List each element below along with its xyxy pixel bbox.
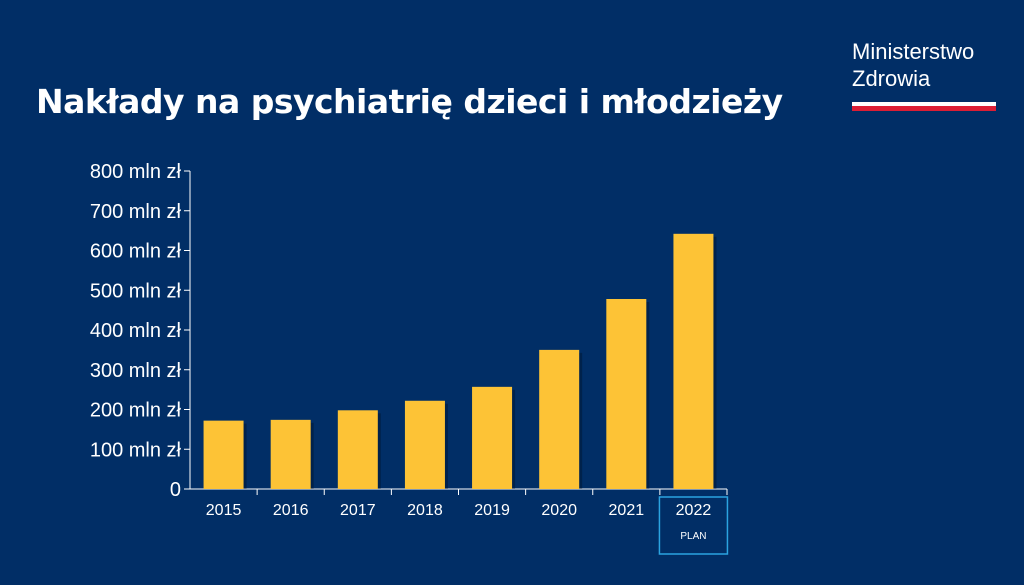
logo-line-2: Zdrowia [852, 66, 931, 91]
y-tick-label: 0 [170, 479, 181, 501]
bar [203, 420, 244, 489]
y-tick-label: 400 mln zł [90, 320, 182, 342]
ministry-logo: Ministerstwo Zdrowia [852, 38, 998, 111]
y-tick-label: 800 mln zł [90, 161, 182, 183]
x-tick-label: 2022 [676, 502, 712, 519]
bar [404, 400, 445, 489]
y-tick-label: 600 mln zł [90, 241, 182, 263]
plan-highlight-box [658, 496, 729, 555]
bar [472, 386, 513, 489]
x-tick-label: 2019 [474, 502, 510, 519]
x-tick-label: 2020 [541, 502, 577, 519]
x-tick-label: 2015 [206, 502, 242, 519]
chart-title: Nakłady na psychiatrię dzieci i młodzież… [36, 82, 783, 121]
bar [270, 419, 311, 489]
y-tick-label: 500 mln zł [90, 280, 182, 302]
bar [337, 410, 378, 489]
y-tick-label: 700 mln zł [90, 201, 182, 223]
x-tick-label: 2016 [273, 502, 309, 519]
bar [606, 298, 647, 489]
bar [673, 233, 714, 489]
y-tick-label: 300 mln zł [90, 360, 182, 382]
x-tick-label: 2017 [340, 502, 376, 519]
logo-line-1: Ministerstwo [852, 39, 975, 64]
bar [539, 349, 580, 489]
polish-flag-stripe [852, 102, 996, 111]
x-tick-label: 2018 [407, 502, 443, 519]
x-tick-label: 2021 [609, 502, 645, 519]
plan-label: PLAN [680, 531, 706, 542]
y-tick-label: 200 mln zł [90, 400, 182, 422]
y-tick-label: 100 mln zł [90, 439, 182, 461]
